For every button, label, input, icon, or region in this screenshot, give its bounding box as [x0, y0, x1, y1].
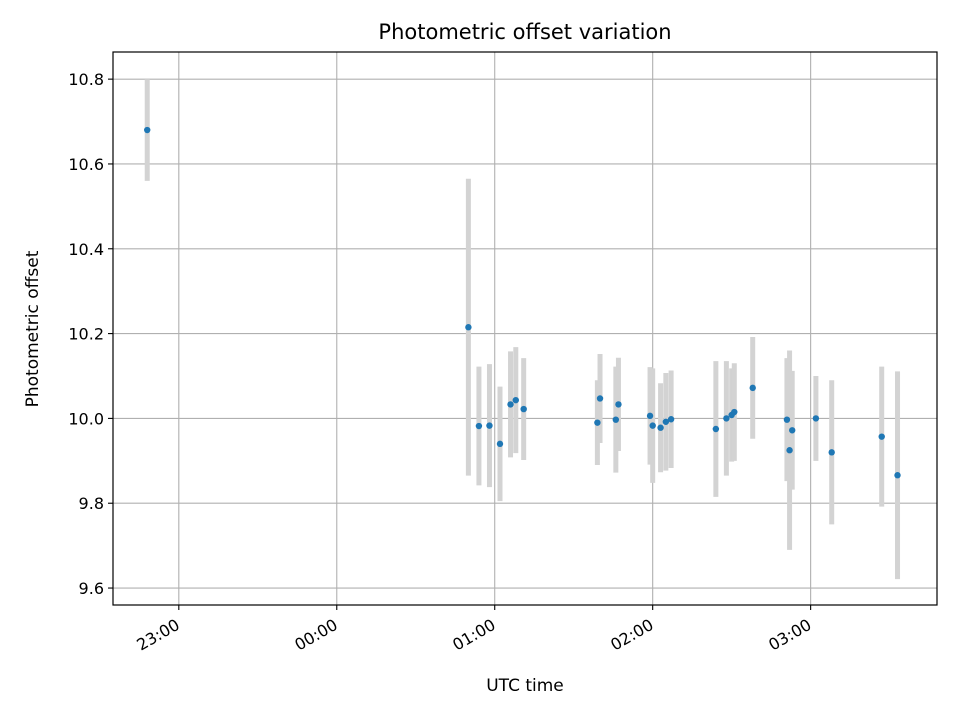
y-tick-label: 10.2 — [68, 325, 104, 344]
data-point — [507, 401, 514, 408]
y-tick-label: 9.6 — [79, 579, 104, 598]
y-tick-label: 9.8 — [79, 494, 104, 513]
y-tick-label: 10.0 — [68, 409, 104, 428]
data-point — [649, 422, 656, 429]
data-point — [475, 422, 483, 430]
data-point — [615, 401, 622, 408]
data-point — [723, 415, 730, 422]
data-point — [749, 384, 756, 392]
data-point — [465, 324, 472, 331]
data-point — [878, 433, 885, 440]
data-point — [594, 419, 601, 426]
data-point — [646, 412, 654, 420]
y-tick-label: 10.4 — [68, 240, 104, 259]
data-points — [144, 126, 901, 479]
y-axis-label: Photometric offset — [23, 250, 43, 407]
y-tick-label: 10.6 — [68, 155, 104, 174]
plot-frame — [112, 51, 938, 606]
data-point — [657, 424, 664, 431]
data-point — [731, 408, 738, 416]
data-point — [486, 422, 493, 429]
data-point — [144, 126, 151, 134]
data-point — [812, 415, 820, 422]
data-point — [712, 425, 720, 433]
data-point — [828, 449, 835, 456]
data-point — [667, 416, 675, 423]
y-axis: 9.6 9.8 10.0 10.2 10.4 10.6 10.8 — [68, 70, 113, 598]
data-point — [662, 418, 670, 425]
data-point — [783, 416, 791, 423]
data-point — [596, 395, 604, 402]
data-point — [520, 405, 527, 413]
chart-title: Photometric offset variation — [378, 20, 671, 44]
data-point — [512, 396, 519, 404]
data-point — [786, 447, 793, 454]
y-tick-label: 10.8 — [68, 70, 104, 89]
data-point — [612, 416, 620, 423]
data-point — [789, 427, 796, 434]
grid — [113, 52, 937, 605]
x-axis-label: UTC time — [486, 676, 564, 696]
data-point — [496, 440, 504, 448]
data-point — [894, 472, 901, 479]
